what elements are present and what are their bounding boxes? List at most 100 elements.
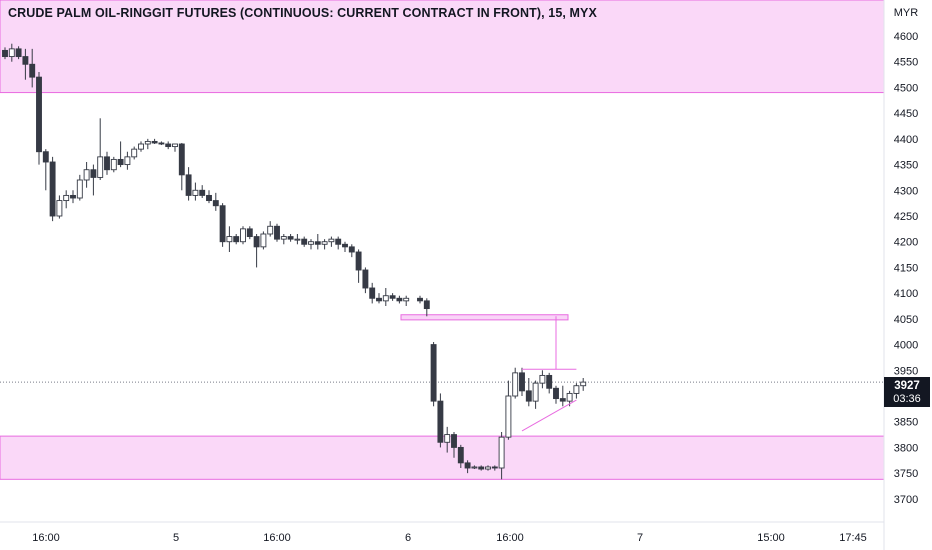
candle	[206, 190, 212, 204]
candle	[321, 239, 328, 250]
candle	[178, 142, 185, 191]
candle-body	[389, 295, 396, 299]
x-tick-label: 7	[637, 532, 643, 544]
candle	[29, 48, 36, 88]
candle	[226, 226, 233, 252]
candle	[437, 393, 444, 448]
candle-body	[246, 228, 253, 238]
candle-body	[49, 161, 56, 217]
candle-body	[117, 158, 124, 166]
candle-body	[525, 390, 532, 402]
candle-body	[15, 48, 22, 58]
candle-body	[430, 344, 437, 402]
x-tick-label: 16:00	[496, 532, 524, 544]
candle	[56, 195, 63, 219]
candle	[138, 141, 144, 152]
candle-body	[90, 169, 97, 178]
candle	[491, 465, 498, 471]
y-tick-label: 4100	[894, 288, 918, 300]
candle	[260, 231, 267, 250]
candle-body	[172, 143, 178, 148]
candle-body	[178, 143, 185, 176]
candle-body	[464, 462, 471, 469]
candle-body	[97, 156, 104, 178]
candle	[124, 151, 131, 170]
candle-body	[573, 385, 580, 394]
candle-body	[151, 140, 158, 144]
candle	[280, 234, 287, 245]
candle-body	[104, 156, 110, 171]
x-tick-label: 16:00	[263, 532, 291, 544]
candle	[430, 342, 437, 407]
candle	[8, 43, 15, 62]
candle	[457, 444, 464, 468]
candle	[342, 241, 348, 252]
candle	[485, 465, 491, 471]
candle	[104, 151, 110, 175]
candle-body	[8, 48, 15, 58]
x-tick-label: 6	[405, 532, 411, 544]
candles-layer	[2, 43, 587, 480]
candle-body	[144, 140, 151, 145]
candle	[246, 226, 253, 240]
candle-body	[83, 169, 90, 181]
y-tick-label: 3800	[894, 442, 918, 454]
candle-body	[505, 395, 512, 438]
candle-body	[580, 381, 587, 387]
candle	[117, 141, 124, 168]
candle-body	[165, 143, 172, 148]
candle-body	[185, 174, 192, 196]
zones-layer	[0, 0, 885, 480]
y-tick-label: 4050	[894, 314, 918, 326]
candle-body	[287, 236, 294, 240]
candle-body	[63, 194, 70, 202]
candle	[15, 46, 22, 60]
candle	[376, 293, 382, 304]
candle	[49, 156, 56, 222]
candle	[389, 293, 396, 301]
candle	[110, 156, 117, 173]
candle-body	[403, 297, 410, 302]
candle	[294, 234, 301, 245]
candle	[185, 167, 192, 201]
candle	[348, 244, 355, 258]
candle	[328, 236, 335, 247]
candle	[444, 426, 451, 453]
x-tick-label: 5	[173, 532, 179, 544]
y-tick-label: 4400	[894, 134, 918, 146]
candle-body	[158, 142, 165, 145]
candle-body	[423, 300, 430, 310]
candle-body	[444, 434, 451, 443]
candle	[362, 267, 369, 294]
candle-body	[206, 194, 212, 202]
candle	[158, 141, 165, 146]
candle-body	[219, 205, 226, 243]
candle	[36, 72, 42, 165]
y-tick-label: 4600	[894, 31, 918, 43]
candle	[471, 465, 478, 470]
candle	[369, 282, 376, 304]
y-tick-label: 3850	[894, 417, 918, 429]
resistance-zone	[0, 0, 885, 94]
candle	[335, 236, 342, 250]
candle-body	[56, 200, 63, 217]
candle-body	[559, 398, 566, 402]
small-zone	[400, 314, 569, 321]
x-tick-label: 16:00	[32, 532, 60, 544]
candle	[519, 367, 525, 396]
candle-body	[376, 297, 382, 302]
candle-body	[566, 392, 573, 402]
candle	[131, 146, 138, 160]
candle-body	[267, 225, 274, 235]
candle-body	[355, 251, 362, 271]
candle-body	[308, 241, 314, 245]
trendlines-layer	[521, 316, 577, 432]
candle	[219, 203, 226, 247]
candle-body	[553, 387, 559, 400]
candle	[70, 190, 76, 204]
candle	[267, 221, 274, 237]
candle	[192, 182, 199, 201]
